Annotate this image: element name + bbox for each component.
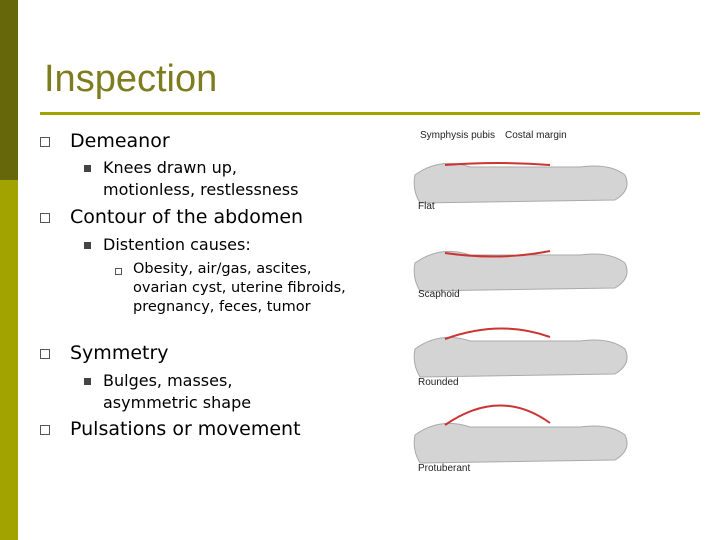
title: Inspection — [44, 58, 218, 100]
abdomen-illustrations — [413, 162, 628, 464]
profile-label: Rounded — [418, 377, 459, 388]
bullet-text: Knees drawn up, motionless, restlessness — [103, 158, 299, 199]
bullet-text: Symmetry — [70, 342, 169, 364]
bullet — [115, 268, 122, 275]
bullet — [40, 213, 50, 223]
profile-label: Flat — [418, 201, 435, 212]
bullet — [84, 242, 91, 249]
profile-protuberant — [413, 404, 628, 464]
bullet — [40, 425, 50, 435]
bullet — [40, 137, 50, 147]
bullet — [40, 349, 50, 359]
bullet-text: Contour of the abdomen — [70, 206, 304, 228]
profile-rounded — [413, 327, 628, 378]
profile-label: Scaphoid — [418, 289, 460, 300]
bullet — [84, 378, 91, 385]
bullet-text: Pulsations or movement — [70, 418, 301, 440]
bullet — [84, 165, 91, 172]
profile-label: Protuberant — [418, 463, 471, 474]
figure-label: Symphysis pubis — [420, 130, 496, 141]
bullet-text: Distention causes: — [103, 235, 251, 254]
profile-scaphoid — [413, 250, 628, 292]
bullet-text: Bulges, masses, asymmetric shape — [103, 371, 252, 412]
sidebar-dark — [0, 0, 18, 180]
figure-label: Costal margin — [505, 130, 567, 141]
sidebar-light — [0, 180, 18, 540]
bullet-text: Demeanor — [70, 130, 170, 152]
bullet-text: Obesity, air/gas, ascites, ovarian cyst,… — [133, 261, 346, 315]
profile-flat — [413, 162, 628, 204]
title-rule — [40, 112, 700, 115]
